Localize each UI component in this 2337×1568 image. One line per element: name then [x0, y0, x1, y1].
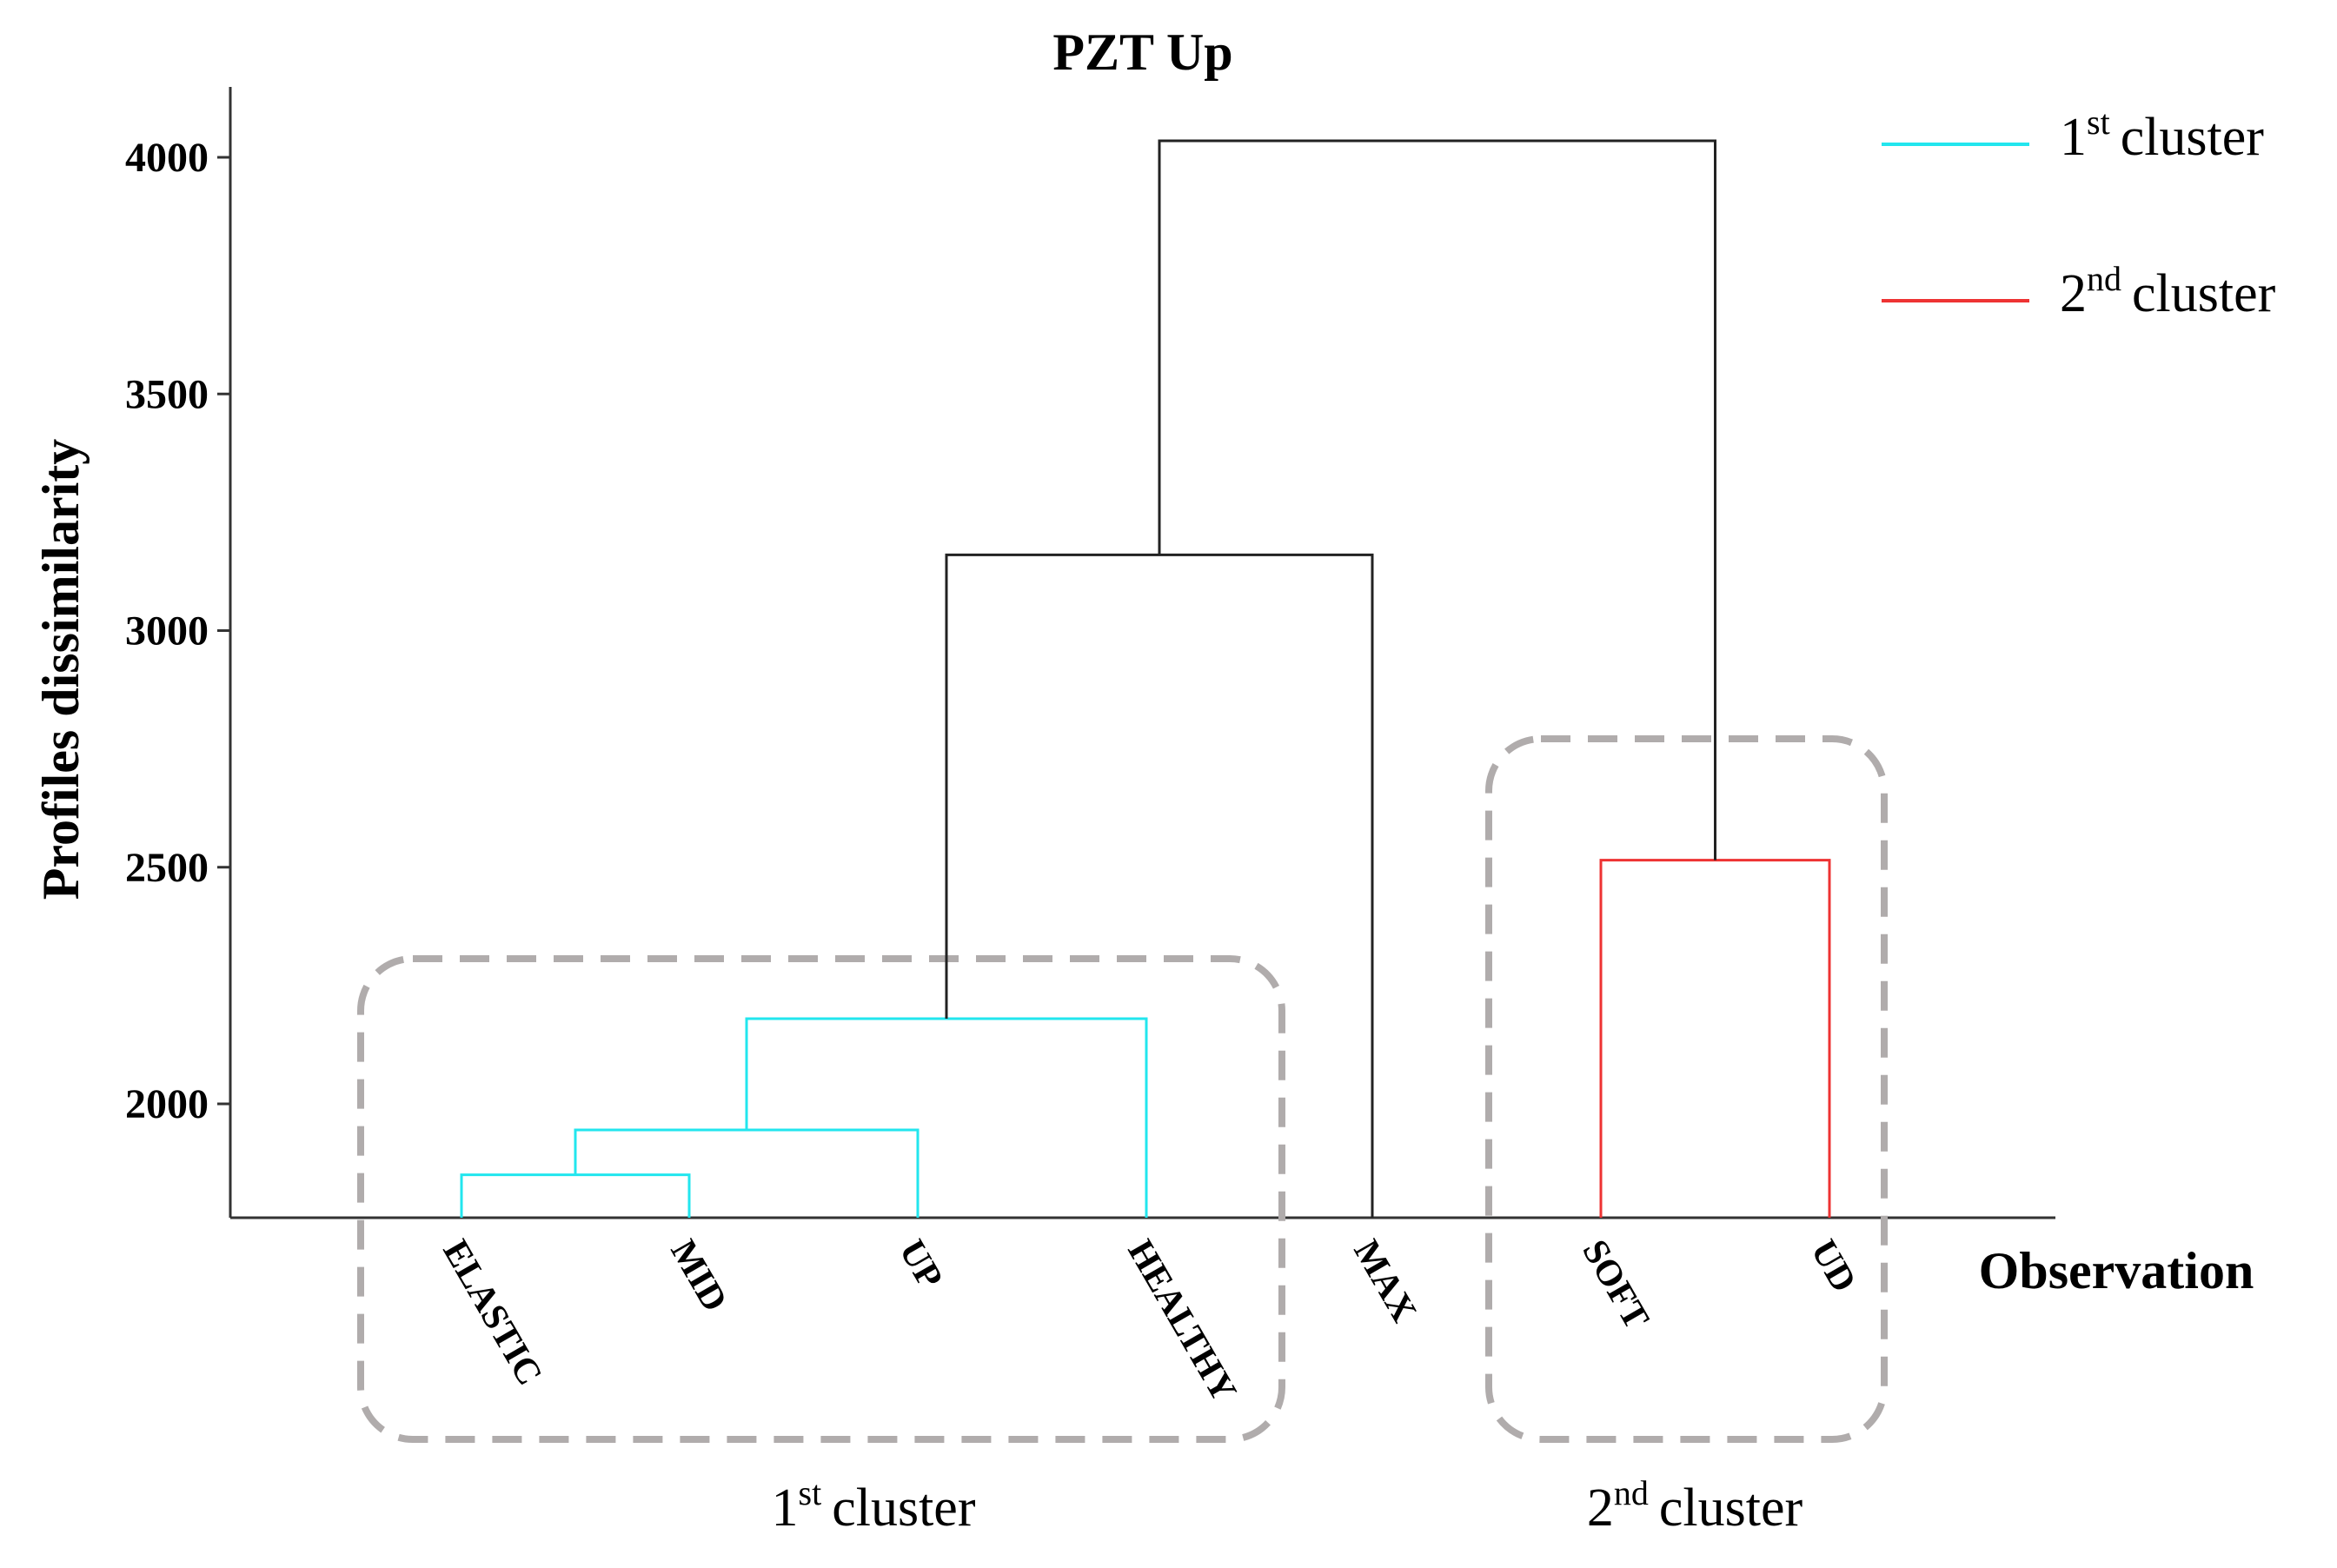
leaf-label-up: UP	[891, 1233, 950, 1295]
y-tick-label: 2000	[125, 1081, 209, 1127]
cluster-box-2	[1485, 735, 1888, 1443]
y-tick-label: 4000	[125, 135, 209, 181]
legend-label-1: 1st cluster	[2060, 103, 2264, 167]
y-tick-label: 2500	[125, 845, 209, 891]
cluster-box-1	[357, 955, 1285, 1443]
dendrogram-link-3	[745, 1017, 1148, 1218]
legend: 1st cluster 2nd cluster	[1882, 103, 2276, 323]
cluster-boxes	[357, 735, 1888, 1443]
legend-label-2: 2nd cluster	[2060, 259, 2276, 323]
x-axis-label: Observation	[1979, 1242, 2254, 1299]
dendrogram-link-4	[945, 553, 1374, 1218]
cluster-caption-1: 1st cluster	[772, 1473, 976, 1538]
dendrogram-link-1	[460, 1173, 691, 1218]
leaf-label-elastic: ELASTIC	[435, 1233, 549, 1392]
y-axis-label: Profiles dissimilarity	[32, 439, 90, 900]
leaf-label-ud: UD	[1803, 1233, 1863, 1299]
dendrogram-links	[460, 139, 1831, 1218]
dendrogram-link-2	[574, 1128, 920, 1218]
leaf-label-max: MAX	[1345, 1233, 1424, 1329]
y-axis: 2000 2500 3000 3500 4000	[125, 87, 232, 1218]
leaf-label-mid: MID	[662, 1233, 734, 1319]
y-tick-label: 3000	[125, 608, 209, 654]
y-tick-group: 2000 2500 3000 3500 4000	[125, 135, 230, 1127]
leaf-label-soft: SOFT	[1574, 1233, 1656, 1336]
y-tick-label: 3500	[125, 371, 209, 417]
leaf-labels: ELASTIC MID UP HEALTHY MAX SOFT UD	[435, 1233, 1863, 1409]
cluster-caption-2: 2nd cluster	[1587, 1473, 1803, 1538]
dendrogram-link-6	[1158, 139, 1716, 860]
dendrogram-link-5	[1599, 859, 1831, 1218]
chart-title: PZT Up	[1052, 23, 1232, 81]
leaf-label-healthy: HEALTHY	[1119, 1233, 1244, 1409]
